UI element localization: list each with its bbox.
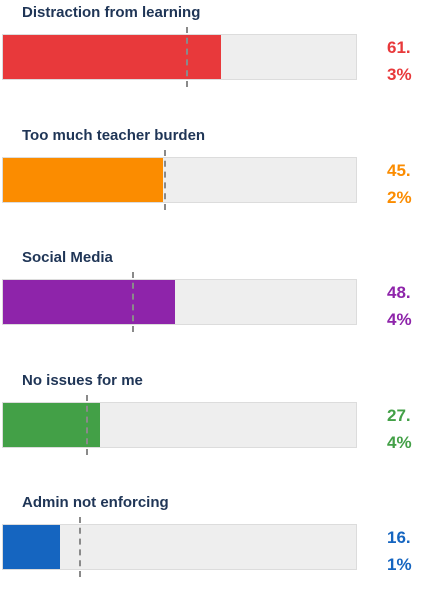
category-label: Distraction from learning	[22, 4, 201, 21]
value-label: 61.3%	[387, 38, 412, 84]
value-label: 16.1%	[387, 528, 412, 574]
bar-row: Too much teacher burden 45.2%	[0, 127, 435, 237]
bar-track	[2, 156, 357, 203]
reference-marker	[86, 394, 89, 455]
bar	[3, 35, 221, 79]
category-label: No issues for me	[22, 371, 143, 389]
category-label: Social Media	[22, 249, 113, 266]
bar-track	[2, 524, 357, 570]
page: Distraction from learning 61.3% Too much t…	[0, 4, 435, 577]
reference-marker	[79, 517, 82, 577]
bar-track	[2, 34, 357, 80]
bar-row: Distraction from learning 61.3%	[0, 4, 435, 114]
reference-marker	[132, 272, 135, 332]
category-label: Admin not enforcing	[22, 494, 169, 511]
bar	[3, 280, 175, 324]
value-label: 27.4%	[387, 405, 412, 452]
reference-marker	[185, 27, 188, 87]
bar-row: Social Media 48.4%	[0, 249, 435, 359]
bar-track	[2, 401, 357, 448]
value-label: 48.4%	[387, 283, 412, 329]
bar-row: No issues for me 27.4%	[0, 372, 435, 482]
bar-row: Admin not enforcing 16.1%	[0, 494, 435, 604]
bar	[3, 402, 101, 447]
category-label: Too much teacher burden	[22, 126, 206, 144]
bar-track	[2, 279, 357, 325]
reference-marker	[164, 149, 167, 210]
bar	[3, 525, 61, 569]
value-label: 45.2%	[387, 160, 412, 207]
bar	[3, 157, 164, 202]
